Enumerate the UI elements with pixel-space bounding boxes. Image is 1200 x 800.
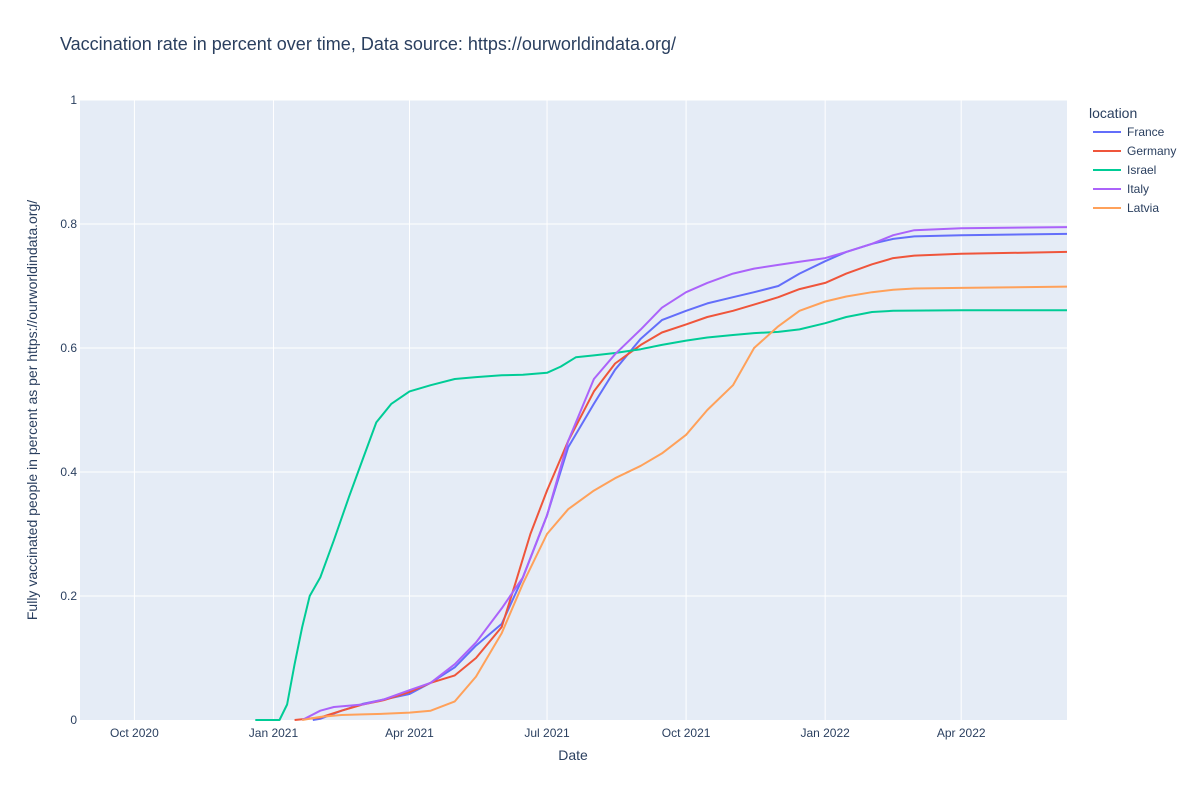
x-tick-label: Oct 2021: [662, 726, 711, 740]
x-tick-label: Jan 2022: [800, 726, 850, 740]
legend-item-italy[interactable]: Italy: [1093, 182, 1149, 196]
series-lines: [255, 226, 1068, 721]
legend-label: Israel: [1127, 163, 1156, 177]
chart-title: Vaccination rate in percent over time, D…: [60, 34, 676, 54]
x-tick-label: Oct 2020: [110, 726, 159, 740]
y-tick-label: 0.4: [60, 465, 77, 479]
legend-label: France: [1127, 125, 1165, 139]
y-axis-ticks: 0 0.2 0.4 0.6 0.8 1: [60, 93, 77, 727]
y-tick-label: 0: [70, 713, 77, 727]
series-line-italy: [301, 226, 1068, 721]
legend-item-france[interactable]: France: [1093, 125, 1165, 139]
legend-item-israel[interactable]: Israel: [1093, 163, 1156, 177]
y-tick-label: 0.8: [60, 217, 77, 231]
x-tick-label: Apr 2021: [385, 726, 434, 740]
x-axis-ticks: Oct 2020 Jan 2021 Apr 2021 Jul 2021 Oct 2021…: [110, 726, 986, 740]
legend-label: Germany: [1127, 144, 1176, 158]
y-tick-label: 0.2: [60, 589, 77, 603]
grid-lines: [80, 99, 1067, 720]
legend-label: Latvia: [1127, 201, 1159, 215]
x-tick-label: Apr 2022: [937, 726, 986, 740]
legend-title: location: [1089, 105, 1137, 121]
series-line-israel: [255, 309, 1067, 721]
legend: location France Germany Israel Italy Latvia: [1089, 105, 1176, 215]
y-axis-title: Fully vaccinated people in percent as pe…: [24, 200, 40, 620]
x-axis-title: Date: [558, 747, 588, 763]
series-line-germany: [294, 250, 1068, 721]
y-tick-label: 1: [70, 93, 77, 107]
legend-item-latvia[interactable]: Latvia: [1093, 201, 1159, 215]
x-tick-label: Jan 2021: [249, 726, 299, 740]
x-tick-label: Jul 2021: [524, 726, 570, 740]
y-tick-label: 0.6: [60, 341, 77, 355]
series-line-latvia: [302, 285, 1068, 721]
legend-label: Italy: [1127, 182, 1149, 196]
plot-area: [80, 100, 1067, 720]
legend-item-germany[interactable]: Germany: [1093, 144, 1176, 158]
